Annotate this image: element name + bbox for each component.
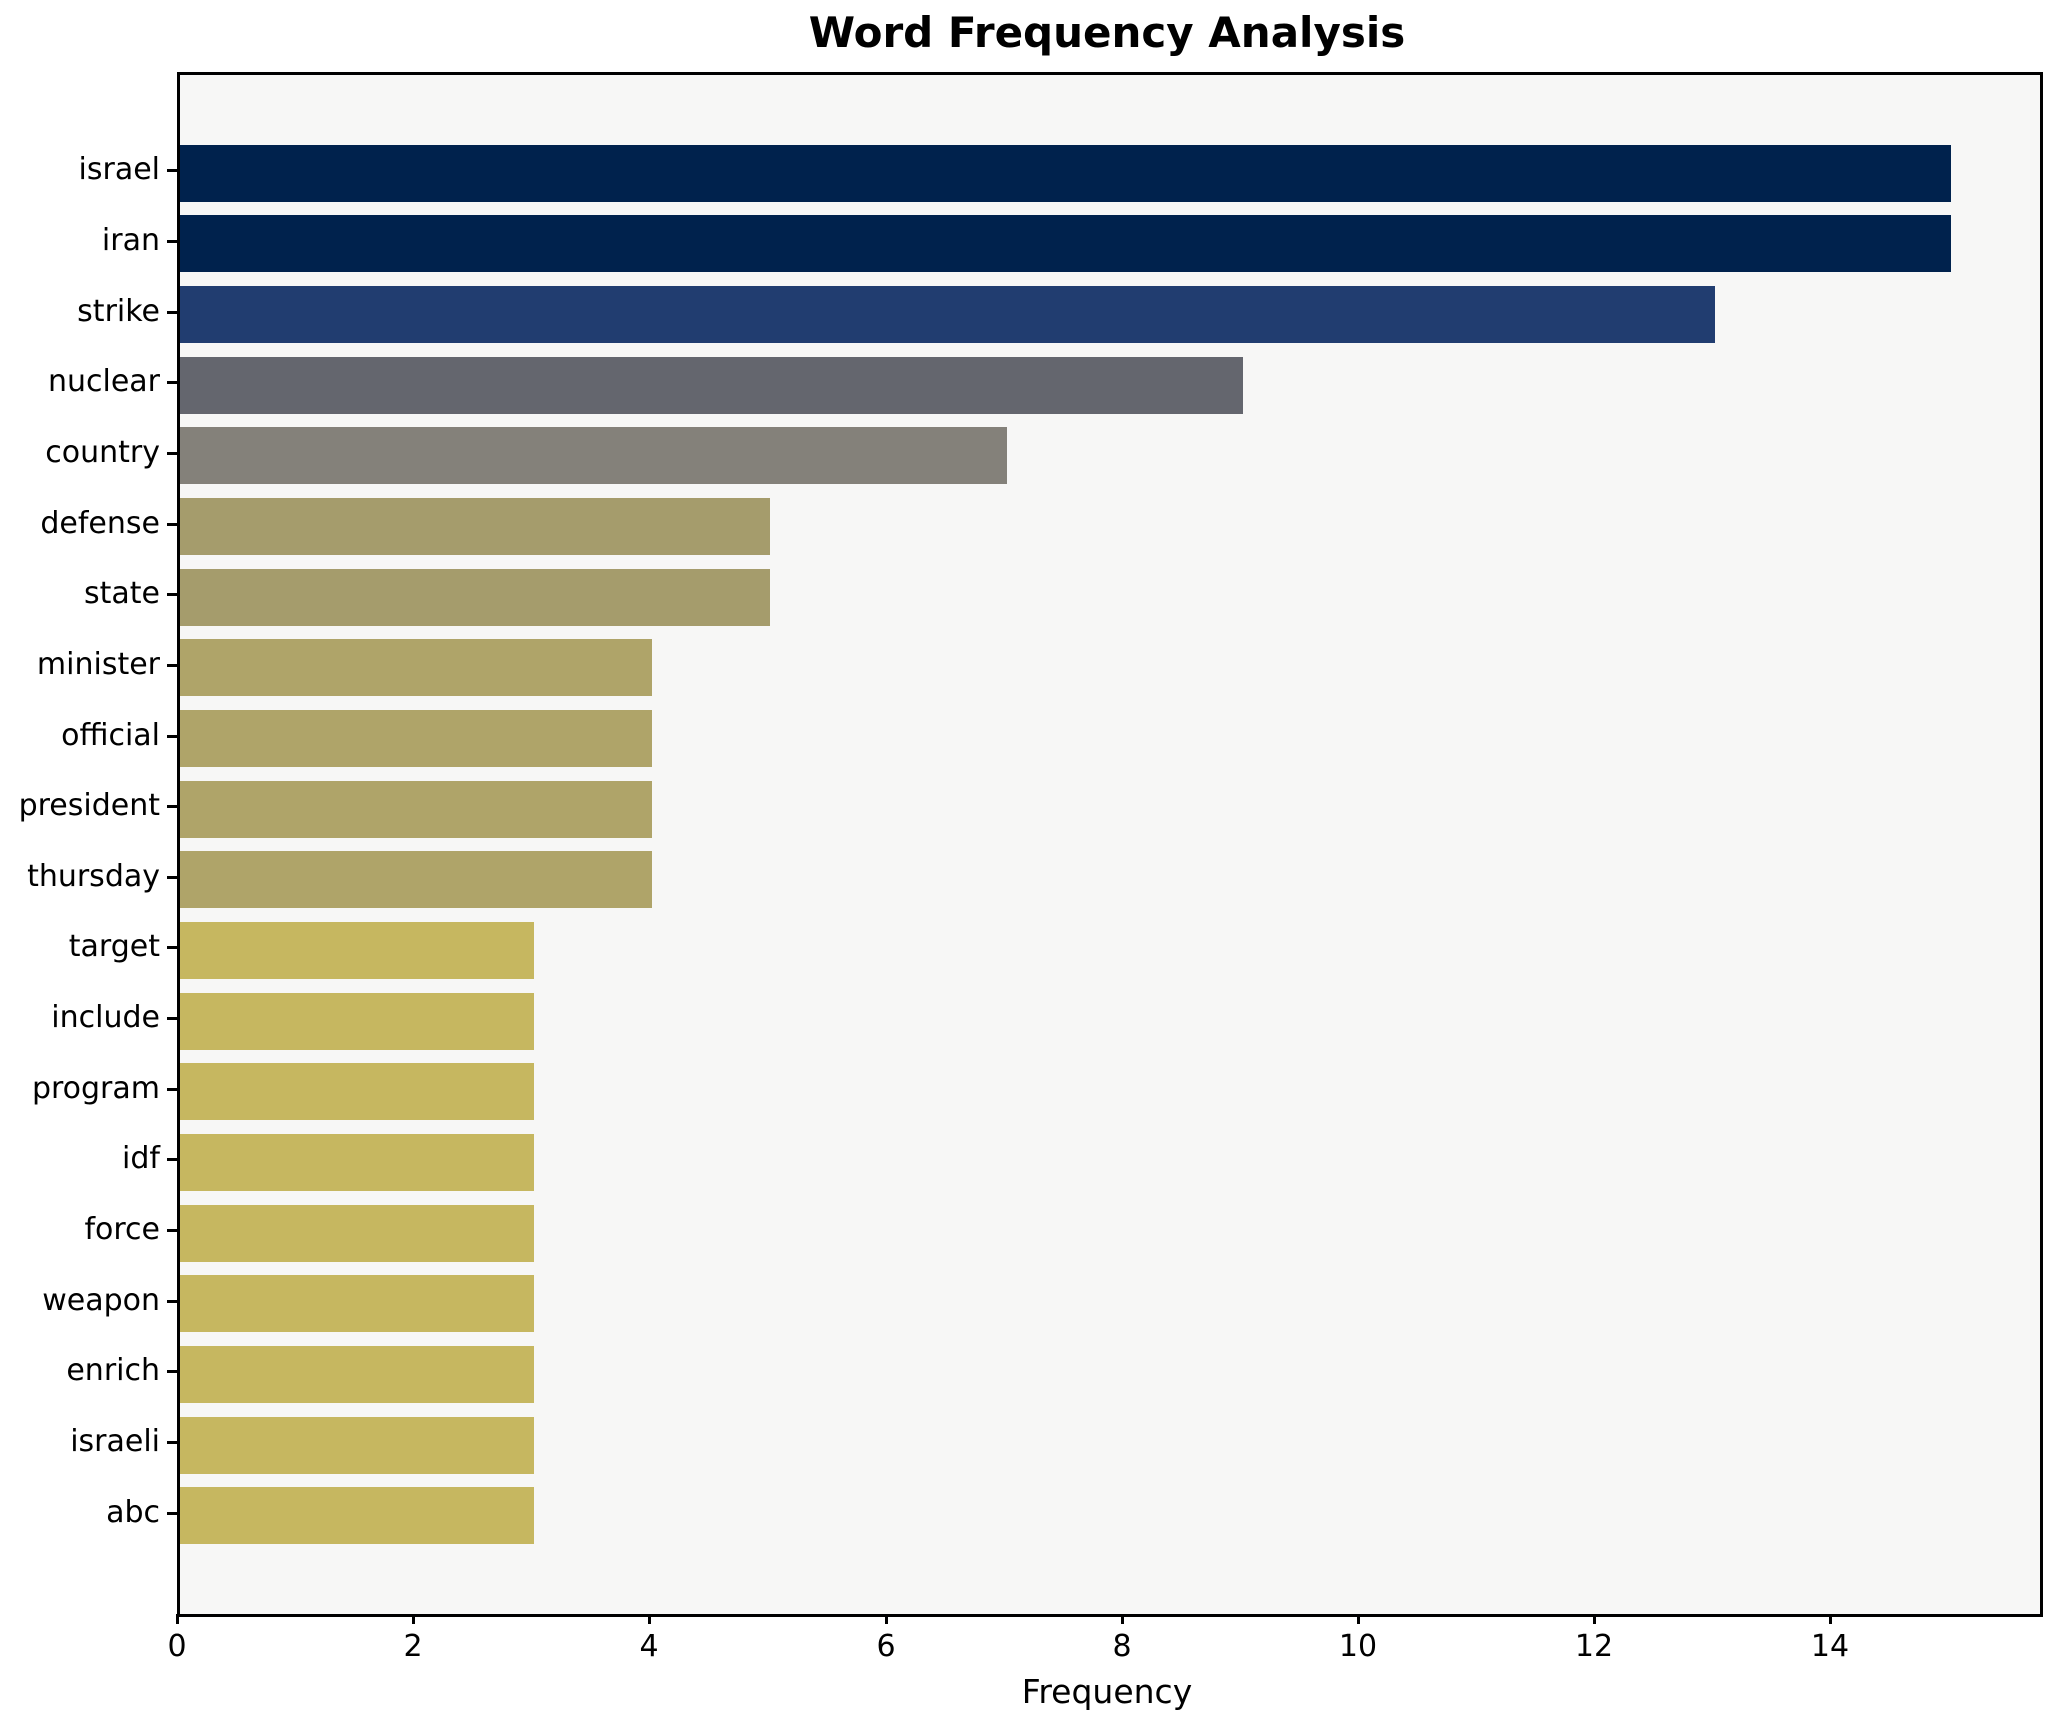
x-tick-label-10: 10 (1338, 1629, 1378, 1664)
y-tick-label-program: program (31, 1071, 160, 1106)
x-tick-label-14: 14 (1810, 1629, 1850, 1664)
y-tick-mark (167, 805, 177, 808)
y-tick-mark (167, 664, 177, 667)
y-tick-label-nuclear: nuclear (47, 364, 160, 399)
y-tick-label-thursday: thursday (27, 859, 160, 894)
y-tick-label-president: president (18, 788, 160, 823)
bar-state (180, 569, 770, 626)
y-tick-label-include: include (51, 1000, 160, 1035)
bar-strike (180, 286, 1715, 343)
x-tick-mark (1593, 1614, 1596, 1624)
y-tick-mark (167, 169, 177, 172)
bar-enrich (180, 1346, 534, 1403)
y-tick-label-abc: abc (106, 1495, 160, 1530)
bar-defense (180, 498, 770, 555)
y-tick-mark (167, 311, 177, 314)
x-tick-mark (1121, 1614, 1124, 1624)
y-tick-label-force: force (84, 1212, 160, 1247)
bar-israel (180, 145, 1951, 202)
x-tick-label-4: 4 (639, 1629, 659, 1664)
chart-title: Word Frequency Analysis (808, 8, 1406, 57)
y-tick-label-enrich: enrich (66, 1353, 160, 1388)
y-tick-label-minister: minister (36, 647, 160, 682)
bar-nuclear (180, 357, 1243, 414)
y-tick-mark (167, 946, 177, 949)
y-tick-label-israel: israel (78, 152, 160, 187)
x-tick-mark (1357, 1614, 1360, 1624)
x-tick-mark (412, 1614, 415, 1624)
y-tick-label-idf: idf (122, 1141, 160, 1176)
y-tick-mark (167, 593, 177, 596)
y-tick-mark (167, 1512, 177, 1515)
x-tick-label-12: 12 (1574, 1629, 1614, 1664)
bar-official (180, 710, 652, 767)
y-tick-label-strike: strike (77, 294, 160, 329)
bar-include (180, 993, 534, 1050)
y-tick-label-target: target (68, 929, 160, 964)
bar-thursday (180, 851, 652, 908)
bar-abc (180, 1487, 534, 1544)
y-tick-mark (167, 1300, 177, 1303)
bar-weapon (180, 1275, 534, 1332)
y-tick-label-official: official (61, 718, 160, 753)
x-tick-label-6: 6 (876, 1629, 896, 1664)
plot-area (177, 72, 2043, 1617)
y-tick-label-defense: defense (40, 506, 160, 541)
y-tick-mark (167, 1017, 177, 1020)
bar-target (180, 922, 534, 979)
x-tick-label-0: 0 (167, 1629, 187, 1664)
bar-president (180, 781, 652, 838)
y-tick-mark (167, 735, 177, 738)
bar-israeli (180, 1417, 534, 1474)
y-tick-mark (167, 1088, 177, 1091)
y-tick-mark (167, 381, 177, 384)
y-tick-mark (167, 452, 177, 455)
y-tick-label-israeli: israeli (70, 1424, 160, 1459)
y-tick-mark (167, 523, 177, 526)
bar-iran (180, 215, 1951, 272)
y-tick-label-weapon: weapon (42, 1283, 160, 1318)
y-tick-label-iran: iran (101, 223, 160, 258)
x-tick-mark (1829, 1614, 1832, 1624)
x-tick-mark (648, 1614, 651, 1624)
x-axis-label: Frequency (1021, 1672, 1193, 1711)
bar-minister (180, 639, 652, 696)
bar-idf (180, 1134, 534, 1191)
y-tick-mark (167, 876, 177, 879)
x-tick-mark (885, 1614, 888, 1624)
y-tick-mark (167, 240, 177, 243)
y-tick-mark (167, 1158, 177, 1161)
y-tick-label-state: state (84, 576, 160, 611)
x-tick-mark (176, 1614, 179, 1624)
y-tick-mark (167, 1370, 177, 1373)
y-tick-mark (167, 1441, 177, 1444)
y-tick-mark (167, 1229, 177, 1232)
x-tick-label-8: 8 (1112, 1629, 1132, 1664)
bar-country (180, 427, 1007, 484)
y-tick-label-country: country (45, 435, 160, 470)
x-tick-label-2: 2 (403, 1629, 423, 1664)
bar-program (180, 1063, 534, 1120)
bar-force (180, 1205, 534, 1262)
